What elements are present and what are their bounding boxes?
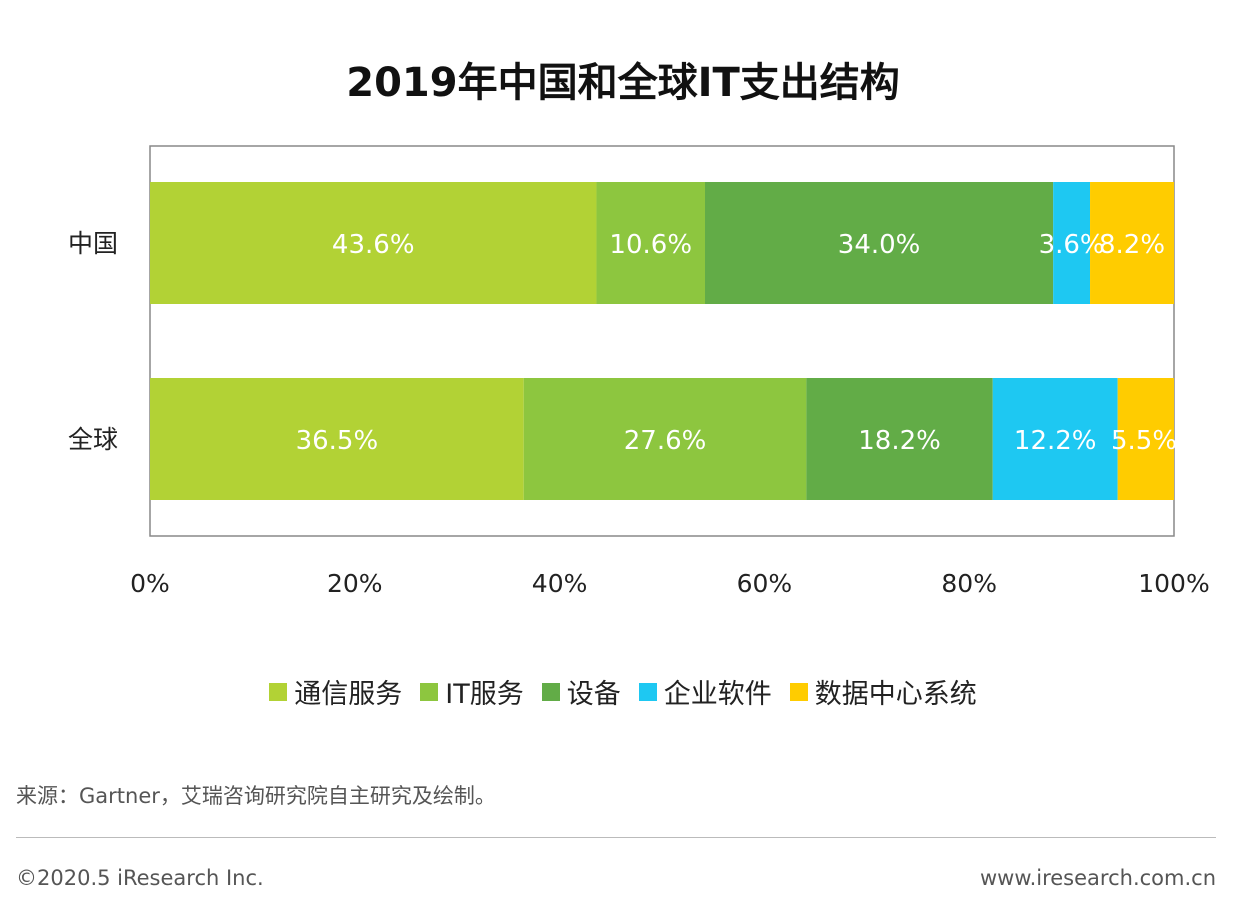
bar-segment-1-3 (992, 378, 1118, 500)
legend-swatch-0 (269, 682, 288, 701)
bar-segment-0-0 (150, 182, 597, 304)
plot-frame (149, 145, 1175, 537)
website-url: www.iresearch.com.cn (979, 866, 1216, 890)
data-label-1-2: 18.2% (858, 426, 941, 456)
legend-swatch-2 (541, 682, 560, 701)
bar-segment-1-1 (523, 378, 807, 500)
legend-item-4: 数据中心系统 (789, 672, 977, 711)
legend-label-2: 设备 (566, 679, 621, 710)
data-label-0-0: 43.6% (332, 230, 415, 260)
x-tick-label-2: 40% (532, 569, 588, 598)
data-label-1-1: 27.6% (624, 426, 707, 456)
data-label-1-4: 5.5% (1111, 426, 1177, 456)
legend-label-0: 通信服务 (294, 679, 403, 710)
bar-segment-0-1 (596, 182, 706, 304)
bar-segment-0-4 (1090, 182, 1174, 304)
bar-segment-0-2 (705, 182, 1054, 304)
legend-label-3: 企业软件 (663, 679, 772, 710)
x-tick-label-1: 20% (327, 569, 383, 598)
legend-swatch-3 (638, 682, 657, 701)
source-note: 来源：Gartner，艾瑞咨询研究院自主研究及绘制。 (16, 784, 496, 808)
legend-item-2: 设备 (541, 672, 621, 711)
copyright-text: ©2020.5 iResearch Inc. (16, 866, 264, 890)
data-label-1-0: 36.5% (296, 426, 379, 456)
category-label-0: 中国 (68, 229, 118, 258)
bar-segment-0-3 (1053, 182, 1091, 304)
data-label-0-4: 8.2% (1099, 230, 1165, 260)
data-label-0-1: 10.6% (609, 230, 692, 260)
legend-swatch-1 (420, 682, 439, 701)
footer-divider (16, 837, 1216, 838)
legend-swatch-4 (789, 682, 808, 701)
x-tick-label-0: 0% (130, 569, 170, 598)
legend-label-4: 数据中心系统 (814, 679, 977, 710)
x-tick-label-3: 60% (737, 569, 793, 598)
data-label-0-2: 34.0% (838, 230, 921, 260)
bar-segment-1-2 (806, 378, 993, 500)
bar-segment-1-0 (150, 378, 524, 500)
bar-segment-1-4 (1117, 378, 1174, 500)
legend-label-1: IT服务 (445, 679, 524, 710)
x-tick-label-4: 80% (941, 569, 997, 598)
stacked-bar-chart: 43.6% 10.6% 34.0% 3.6%8.2% 中国 36.5% 27.6% 18.2%… (68, 145, 1210, 598)
category-label-1: 全球 (68, 425, 118, 454)
chart-legend: 通信服务 IT服务 设备 企业软件 数据中心系统 (0, 672, 1246, 711)
data-label-1-3: 12.2% (1014, 426, 1097, 456)
legend-item-1: IT服务 (420, 672, 524, 711)
x-tick-label-5: 100% (1138, 569, 1209, 598)
legend-item-3: 企业软件 (638, 672, 772, 711)
legend-item-0: 通信服务 (269, 672, 402, 711)
chart-title: 2019年中国和全球IT支出结构 (346, 60, 900, 106)
data-label-0-3: 3.6% (1039, 230, 1105, 260)
